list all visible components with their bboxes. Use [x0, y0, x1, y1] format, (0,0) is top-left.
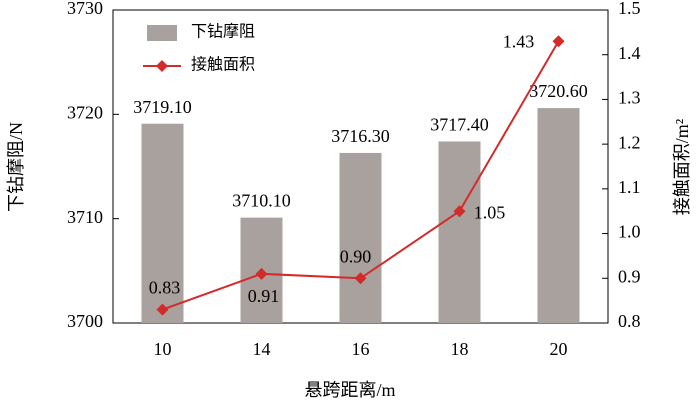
line-marker [354, 272, 367, 285]
legend-label: 接触面积 [191, 56, 255, 74]
line-value-label: 0.91 [248, 286, 280, 306]
y2-tick-label: 0.8 [618, 311, 641, 331]
bar [141, 123, 184, 324]
bar-value-label: 3720.60 [529, 81, 588, 101]
bar-value-label: 3710.10 [232, 191, 291, 211]
y-tick-label: 3730 [67, 0, 103, 18]
line-marker [453, 205, 466, 218]
line-value-label: 1.43 [503, 31, 535, 51]
y-tick-label: 3710 [67, 207, 103, 227]
y2-tick-label: 1.2 [618, 132, 641, 152]
y-tick-label: 3700 [67, 311, 103, 331]
line-value-label: 1.05 [474, 202, 506, 222]
bar-value-label: 3719.10 [133, 97, 192, 117]
y2-tick-label: 1.0 [618, 222, 641, 242]
line-marker [156, 303, 169, 316]
x-tick-label: 18 [451, 339, 469, 359]
y2-tick-label: 1.4 [618, 43, 641, 63]
x-tick-label: 20 [550, 339, 568, 359]
legend-marker [156, 60, 168, 72]
line-value-label: 0.83 [149, 278, 181, 298]
y2-tick-label: 1.3 [618, 88, 641, 108]
line-marker [552, 35, 565, 48]
x-tick-label: 16 [352, 339, 370, 359]
y2-tick-label: 0.9 [618, 266, 641, 286]
x-tick-label: 10 [154, 339, 172, 359]
legend-swatch [147, 25, 177, 41]
y-tick-label: 3720 [67, 102, 103, 122]
bar [438, 141, 481, 323]
legend-label: 下钻摩阻 [191, 23, 255, 41]
line-marker [255, 267, 268, 280]
line-value-label: 0.90 [340, 246, 372, 266]
y2-axis-label: 接触面积/m² [672, 119, 692, 215]
y-axis-label: 下钻摩阻/N [6, 122, 26, 212]
bar [537, 108, 580, 323]
y2-tick-label: 1.1 [618, 177, 641, 197]
x-tick-label: 14 [253, 339, 271, 359]
bar-value-label: 3716.30 [331, 126, 390, 146]
x-axis-label: 悬跨距离/m [304, 380, 395, 400]
y2-tick-label: 1.5 [618, 0, 641, 18]
bar-value-label: 3717.40 [430, 115, 489, 135]
bar [339, 152, 382, 323]
